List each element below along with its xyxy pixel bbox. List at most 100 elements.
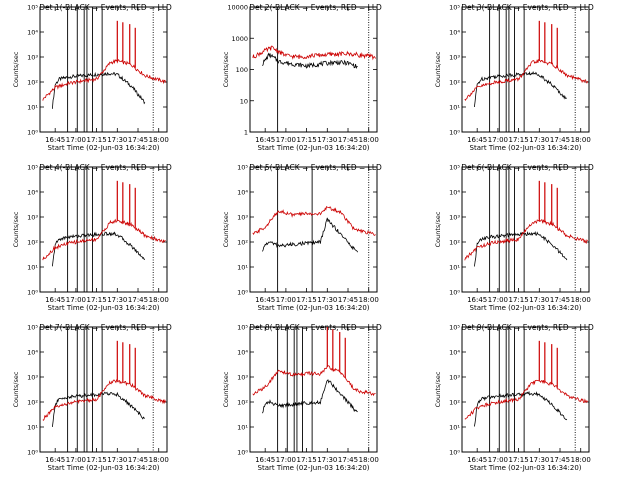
y-tick-label: 10⁴ — [449, 29, 460, 37]
chart-title: Det 3(-BLACK = Events, RED = LLD — [461, 3, 594, 12]
x-tick-label: 17:45 — [550, 456, 570, 464]
plot-frame — [249, 326, 378, 453]
y-tick-label: 10⁰ — [27, 129, 38, 137]
chart-title: Det 7(-BLACK = Events, RED = LLD — [39, 323, 172, 332]
y-tick-label: 10² — [449, 399, 460, 407]
x-tick-label: 17:30 — [107, 456, 127, 464]
x-tick-label: 16:45 — [255, 296, 275, 304]
y-tick-label: 10³ — [27, 374, 38, 382]
y-axis-label: Counts/sec — [222, 211, 230, 247]
x-tick-label: 16:45 — [467, 136, 487, 144]
plot-frame — [461, 326, 590, 453]
y-tick-label: 10⁵ — [449, 324, 460, 332]
y-tick-label: 10³ — [237, 374, 248, 382]
chart-panel-6: Det 6(-BLACK = Events, RED = LLD 10⁰ 10¹ 10… — [434, 163, 594, 312]
x-tick-label: 17:15 — [87, 456, 107, 464]
x-tick-label: 16:45 — [255, 136, 275, 144]
y-tick-label: 10⁴ — [237, 349, 248, 357]
x-axis-label: Start Time (02-Jun-03 16:34:20) — [48, 304, 160, 312]
y-axis-label: Counts/sec — [12, 51, 20, 87]
lld-series-line — [464, 58, 588, 102]
x-tick-label: 17:00 — [66, 296, 86, 304]
chart-panel-2: Det 2(-BLACK = Events, RED = LLD 1 10 100 10… — [222, 3, 382, 152]
chart-panel-5: Det 5(-BLACK = Events, RED = LLD 10⁰ 10¹ 10… — [222, 163, 382, 312]
events-series-line — [52, 391, 146, 427]
x-tick-label: 17:45 — [338, 296, 358, 304]
x-tick-label: 17:15 — [297, 136, 317, 144]
chart-panel-3: Det 3(-BLACK = Events, RED = LLD 10⁰ 10¹ 10… — [434, 3, 594, 152]
x-tick-label: 18:00 — [359, 136, 379, 144]
x-tick-label: 17:00 — [276, 136, 296, 144]
chart-panel-1: Det 1(-BLACK = Events, RED = LLD 10⁰ 10¹ 10… — [12, 3, 172, 152]
lld-series-line — [252, 205, 376, 236]
x-axis-label: Start Time (02-Jun-03 16:34:20) — [258, 464, 370, 472]
y-tick-label: 10¹ — [237, 264, 248, 272]
y-tick-label: 10² — [27, 79, 38, 87]
y-tick-label: 10² — [449, 239, 460, 247]
chart-panel-8: Det 8(-BLACK = Events, RED = LLD 10⁰ 10¹ 10… — [222, 323, 382, 472]
chart-title: Det 4(-BLACK = Events, RED = LLD — [39, 163, 172, 172]
lld-series-line — [252, 365, 376, 397]
x-tick-label: 16:45 — [255, 456, 275, 464]
x-tick-label: 17:15 — [297, 456, 317, 464]
y-tick-label: 10¹ — [449, 264, 460, 272]
y-tick-label: 10¹ — [237, 424, 248, 432]
y-tick-label: 10⁴ — [449, 189, 460, 197]
y-tick-label: 10² — [27, 399, 38, 407]
y-tick-label: 10¹ — [27, 104, 38, 112]
y-tick-label: 10¹ — [449, 104, 460, 112]
y-tick-label: 10⁰ — [449, 449, 460, 457]
y-tick-label: 10⁵ — [449, 4, 460, 12]
events-series-line — [474, 390, 568, 427]
chart-panel-9: Det 9(-BLACK = Events, RED = LLD 10⁰ 10¹ 10… — [434, 323, 594, 472]
y-axis-label: Counts/sec — [434, 51, 442, 87]
x-axis-label: Start Time (02-Jun-03 16:34:20) — [470, 144, 582, 152]
y-tick-label: 10⁴ — [27, 29, 38, 37]
y-tick-label: 1000 — [231, 35, 248, 43]
y-axis-label: Counts/sec — [434, 211, 442, 247]
y-tick-label: 10⁰ — [237, 289, 248, 297]
events-series-line — [52, 231, 145, 267]
x-tick-label: 17:45 — [338, 456, 358, 464]
y-tick-label: 10³ — [237, 214, 248, 222]
x-tick-label: 17:30 — [317, 296, 337, 304]
x-tick-label: 17:45 — [550, 136, 570, 144]
y-tick-label: 10⁰ — [27, 449, 38, 457]
y-tick-label: 10⁴ — [27, 189, 38, 197]
x-tick-label: 17:30 — [529, 136, 549, 144]
x-tick-label: 17:15 — [509, 296, 529, 304]
x-tick-label: 17:15 — [509, 136, 529, 144]
chart-title: Det 2(-BLACK = Events, RED = LLD — [249, 3, 382, 12]
y-tick-label: 10⁰ — [27, 289, 38, 297]
x-tick-label: 18:00 — [571, 136, 591, 144]
x-tick-label: 17:15 — [297, 296, 317, 304]
x-tick-label: 17:00 — [488, 296, 508, 304]
x-tick-label: 17:15 — [87, 136, 107, 144]
chart-title: Det 5(-BLACK = Events, RED = LLD — [249, 163, 382, 172]
lld-series-line — [42, 59, 166, 101]
plot-frame — [249, 166, 378, 293]
x-tick-label: 17:00 — [488, 456, 508, 464]
y-tick-label: 10² — [237, 399, 248, 407]
x-tick-label: 17:00 — [276, 296, 296, 304]
y-tick-label: 10³ — [27, 54, 38, 62]
plot-frame — [39, 326, 168, 453]
y-tick-label: 10² — [237, 239, 248, 247]
y-tick-label: 10³ — [449, 214, 460, 222]
x-tick-label: 16:45 — [467, 296, 487, 304]
y-tick-label: 10⁰ — [449, 289, 460, 297]
y-tick-label: 10¹ — [449, 424, 460, 432]
y-axis-label: Counts/sec — [222, 371, 230, 407]
lld-series-line — [252, 45, 376, 61]
plot-frame — [461, 166, 590, 293]
x-tick-label: 16:45 — [45, 136, 65, 144]
x-tick-label: 17:15 — [87, 296, 107, 304]
y-tick-label: 10000 — [227, 4, 248, 12]
y-axis-label: Counts/sec — [434, 371, 442, 407]
y-tick-label: 10⁵ — [237, 324, 248, 332]
plot-frame — [39, 6, 168, 133]
x-tick-label: 18:00 — [149, 456, 169, 464]
x-tick-label: 17:00 — [276, 456, 296, 464]
